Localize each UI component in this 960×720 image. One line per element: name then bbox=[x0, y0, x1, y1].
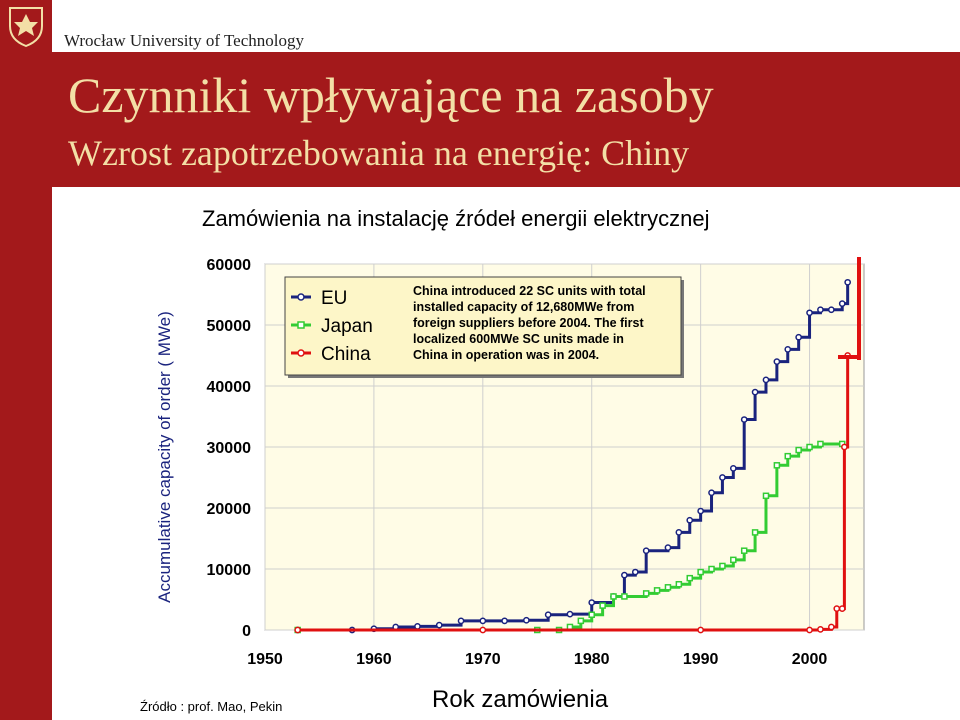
y-tick-label: 40000 bbox=[207, 379, 252, 396]
data-point-china bbox=[697, 626, 704, 634]
data-point-eu bbox=[773, 358, 781, 365]
data-point-china bbox=[841, 443, 848, 451]
data-point-japan bbox=[806, 443, 813, 451]
data-point-japan bbox=[751, 529, 759, 536]
data-point-japan bbox=[784, 452, 792, 460]
data-point-eu bbox=[435, 621, 443, 629]
x-tick-label: 1960 bbox=[356, 651, 392, 668]
data-point-japan bbox=[795, 446, 802, 454]
y-tick-label: 60000 bbox=[207, 257, 252, 274]
data-point-japan bbox=[817, 440, 824, 448]
capacity-chart: 0 10000 20000 30000 40000 50000 60000 1950 1960 1… bbox=[142, 254, 865, 668]
data-point-eu bbox=[795, 333, 803, 341]
legend-marker bbox=[297, 293, 305, 301]
data-point-eu bbox=[621, 571, 628, 579]
data-point-china bbox=[817, 626, 824, 633]
data-point-eu bbox=[631, 568, 639, 576]
chart-caption: Zamówienia na instalację źródeł energii … bbox=[202, 206, 710, 231]
data-point-eu bbox=[523, 616, 530, 624]
y-tick-label: 20000 bbox=[207, 501, 252, 518]
data-point-eu bbox=[414, 622, 421, 630]
data-point-eu bbox=[838, 300, 846, 308]
x-tick-label: 1950 bbox=[247, 651, 283, 668]
data-point-japan bbox=[740, 547, 748, 554]
data-point-eu bbox=[740, 416, 748, 423]
data-point-eu bbox=[501, 617, 508, 625]
ylabel-band bbox=[142, 254, 178, 648]
x-tick-label: 1980 bbox=[574, 651, 610, 668]
data-point-japan bbox=[588, 611, 595, 618]
data-point-eu bbox=[642, 547, 650, 555]
data-point-eu bbox=[751, 388, 759, 396]
data-point-japan bbox=[708, 565, 715, 573]
data-point-eu bbox=[784, 346, 792, 353]
y-tick-label: 50000 bbox=[207, 318, 252, 335]
data-point-japan bbox=[697, 568, 704, 576]
data-point-japan bbox=[610, 593, 617, 600]
x-axis-title: Rok zamówienia bbox=[432, 686, 609, 713]
data-point-eu bbox=[719, 474, 726, 481]
data-point-china bbox=[294, 626, 302, 634]
data-point-eu bbox=[479, 617, 487, 625]
university-logo bbox=[0, 0, 52, 52]
data-point-eu bbox=[697, 507, 704, 515]
data-point-japan bbox=[664, 584, 672, 591]
data-point-eu bbox=[844, 278, 852, 286]
legend-marker bbox=[297, 321, 305, 329]
data-point-japan bbox=[675, 581, 683, 588]
data-point-japan bbox=[577, 617, 585, 625]
data-point-eu bbox=[827, 306, 835, 314]
data-point-japan bbox=[762, 492, 770, 500]
y-axis-label: Accumulative capacity of order ( MWe) bbox=[155, 311, 174, 603]
data-point-eu bbox=[806, 309, 813, 317]
data-point-japan bbox=[730, 556, 737, 564]
highlight-marker-vertical bbox=[857, 257, 861, 360]
annotation-text: China introduced 22 SC units with total i… bbox=[413, 284, 646, 362]
data-point-eu bbox=[566, 610, 574, 618]
source-note: Źródło : prof. Mao, Pekin bbox=[140, 699, 283, 714]
data-point-china bbox=[806, 626, 813, 634]
data-point-eu bbox=[817, 306, 824, 314]
legend-label-eu: EU bbox=[321, 288, 347, 309]
data-point-eu bbox=[675, 529, 683, 536]
left-brand-bar bbox=[0, 0, 52, 720]
x-tick-label: 1990 bbox=[683, 651, 719, 668]
slide-subtitle: Wzrost zapotrzebowania na energię: Chiny bbox=[68, 133, 690, 173]
data-point-china bbox=[827, 623, 835, 631]
data-point-eu bbox=[708, 489, 715, 497]
data-point-japan bbox=[642, 590, 650, 597]
x-tick-label: 2000 bbox=[792, 651, 828, 668]
data-point-japan bbox=[686, 574, 693, 582]
y-tick-label: 30000 bbox=[207, 440, 252, 457]
data-point-japan bbox=[599, 602, 606, 609]
slide-title: Czynniki wpływające na zasoby bbox=[68, 67, 714, 123]
legend-label-japan: Japan bbox=[321, 316, 373, 337]
title-band: Czynniki wpływające na zasoby Wzrost zap… bbox=[52, 52, 960, 187]
data-point-japan bbox=[719, 562, 726, 570]
highlight-marker-horizontal bbox=[838, 355, 861, 359]
y-tick-label: 10000 bbox=[207, 562, 252, 579]
data-point-eu bbox=[588, 599, 596, 606]
legend-marker bbox=[297, 349, 305, 357]
x-tick-label: 1970 bbox=[465, 651, 501, 668]
data-point-china bbox=[833, 605, 841, 612]
data-point-eu bbox=[664, 544, 672, 551]
data-point-china bbox=[479, 626, 487, 634]
legend-label-china: China bbox=[321, 344, 371, 365]
data-point-japan bbox=[773, 462, 781, 469]
data-point-eu bbox=[686, 516, 694, 524]
y-tick-label: 0 bbox=[242, 623, 251, 640]
data-point-japan bbox=[621, 593, 628, 600]
data-point-eu bbox=[457, 617, 465, 625]
data-point-eu bbox=[762, 376, 770, 384]
university-name: Wrocław University of Technology bbox=[64, 31, 305, 50]
data-point-eu bbox=[544, 611, 552, 619]
chart-container: 0 10000 20000 30000 40000 50000 60000 1950 1960 1… bbox=[140, 252, 875, 672]
data-point-china bbox=[838, 605, 846, 612]
data-point-eu bbox=[729, 465, 737, 472]
legend-box bbox=[284, 276, 682, 376]
data-point-japan bbox=[653, 587, 661, 594]
